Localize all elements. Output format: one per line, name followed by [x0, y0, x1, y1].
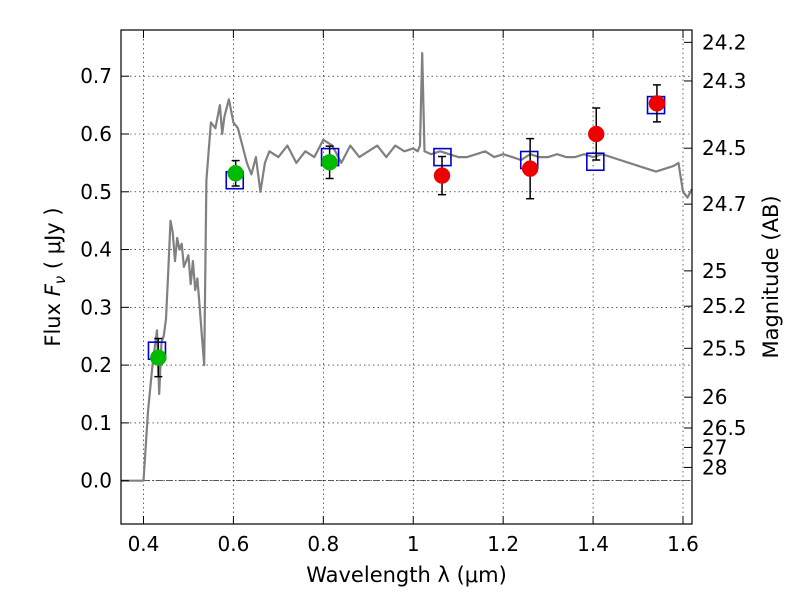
- x-tick-label: 1: [407, 532, 420, 556]
- observed-point: [433, 167, 451, 184]
- right-tick-label: 26: [702, 385, 727, 409]
- y-tick-label: 0.6: [80, 122, 112, 146]
- observed-point: [587, 125, 605, 143]
- right-tick-label: 25: [702, 259, 727, 283]
- x-tick-label: 0.8: [307, 532, 339, 556]
- observed-point: [521, 160, 539, 177]
- right-tick-label: 24.2: [702, 30, 747, 54]
- right-tick-label: 24.5: [702, 136, 747, 160]
- y-axis-label: Flux Fν ( μJy ): [41, 207, 69, 346]
- y-tick-label: 0.2: [80, 353, 112, 377]
- right-tick-label: 26.5: [702, 416, 747, 440]
- right-tick-label: 24.7: [702, 192, 747, 216]
- y-tick-label: 0.0: [80, 469, 112, 493]
- right-axis-label: Magnitude (AB): [759, 195, 783, 358]
- right-tick-label: 28: [702, 455, 727, 479]
- model-square-marker: [586, 152, 605, 172]
- sed-model-line: [121, 52, 693, 482]
- observed-point: [227, 165, 244, 182]
- x-tick-label: 1.6: [667, 532, 699, 556]
- right-tick-label: 27: [702, 435, 727, 459]
- x-tick-label: 1.4: [577, 532, 609, 556]
- y-tick-label: 0.5: [80, 180, 112, 204]
- x-tick-label: 1.2: [487, 532, 519, 556]
- observed-point: [150, 349, 167, 366]
- y-tick-label: 0.1: [80, 411, 112, 435]
- plot-frame: [120, 29, 693, 525]
- x-tick-label: 0.6: [217, 532, 249, 556]
- observed-point: [321, 154, 338, 171]
- y-tick-label: 0.7: [80, 64, 112, 88]
- x-axis-label: Wavelength λ (μm): [306, 563, 507, 587]
- x-tick-label: 0.4: [128, 532, 160, 556]
- right-tick-label: 25.5: [702, 336, 747, 360]
- series: [121, 52, 693, 482]
- y-tick-label: 0.3: [80, 295, 112, 319]
- right-tick-label: 25.2: [702, 294, 747, 318]
- observed-point: [648, 95, 666, 112]
- right-tick-label: 24.3: [702, 69, 747, 93]
- grid-lines: [121, 30, 692, 524]
- ticks: 0.4 0.6 0.8 1 1.2 1.4 1.6 0.0 0.1 0.2 0.3 0.4 0.5 0.6…: [80, 30, 747, 556]
- y-tick-label: 0.4: [80, 238, 112, 262]
